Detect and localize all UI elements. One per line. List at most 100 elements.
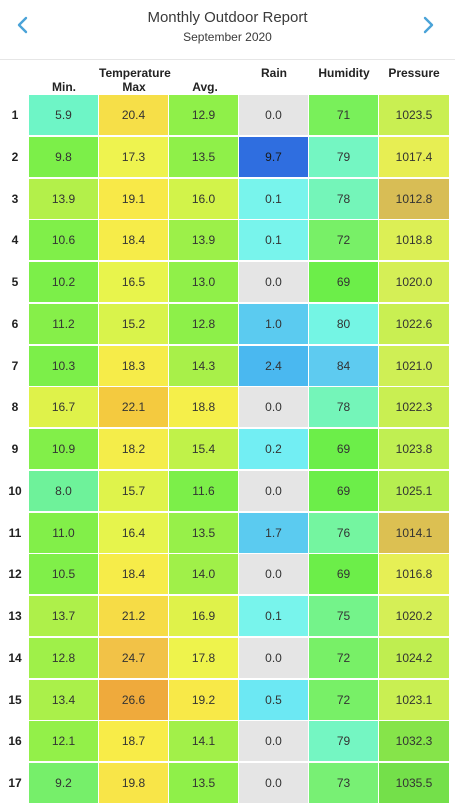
rain-column-header: Rain [260,66,287,80]
rain-cell: 0.1 [239,596,308,636]
table-row: 9 10.9 18.2 15.4 0.2 69 1023.8 [0,429,455,469]
table-row: 14 12.8 24.7 17.8 0.0 72 1024.2 [0,637,455,678]
day-label: 14 [8,650,22,665]
humidity-cell: 72 [309,679,378,720]
humidity-cell: 72 [309,220,378,261]
pressure-cell: 1022.3 [379,387,449,428]
table-row: 12 10.5 18.4 14.0 0.0 69 1016.8 [0,554,455,595]
day-label: 11 [8,525,22,540]
max-cell: 21.2 [99,596,168,636]
day-label: 7 [11,358,19,373]
max-column-header: Max [122,80,146,94]
temperature-group-header: Temperature [99,66,171,80]
avg-cell: 15.4 [169,429,238,469]
humidity-cell: 80 [309,303,378,344]
table-row: 6 11.2 15.2 12.8 1.0 80 1022.6 [0,303,455,344]
rain-cell: 0.1 [239,178,308,219]
day-label: 17 [8,776,22,790]
avg-cell: 14.0 [169,554,238,595]
min-cell: 13.7 [29,596,98,636]
day-label: 6 [11,316,19,331]
day-label: 15 [8,692,22,707]
pressure-cell: 1021.0 [379,345,449,386]
avg-cell: 13.0 [169,262,238,302]
humidity-cell: 73 [309,763,378,803]
max-cell: 18.7 [99,721,168,762]
min-cell: 10.3 [29,345,98,386]
rain-cell: 9.7 [239,136,308,177]
pressure-cell: 1023.5 [379,95,449,135]
rain-cell: 0.0 [239,470,308,511]
pressure-cell: 1017.4 [379,136,449,177]
rain-cell: 2.4 [239,345,308,386]
max-cell: 18.4 [99,554,168,595]
min-cell: 13.9 [29,178,98,219]
avg-cell: 12.8 [169,303,238,344]
rain-cell: 0.0 [239,387,308,428]
pressure-cell: 1025.1 [379,470,449,511]
table-row: 4 10.6 18.4 13.9 0.1 72 1018.8 [0,220,455,261]
day-label: 1 [11,108,19,122]
humidity-cell: 69 [309,470,378,511]
rain-cell: 1.0 [239,303,308,344]
day-label: 13 [8,609,22,623]
avg-cell: 16.0 [169,178,238,219]
rain-cell: 0.0 [239,637,308,678]
max-cell: 19.8 [99,763,168,803]
avg-cell: 11.6 [169,470,238,511]
table-row: 5 10.2 16.5 13.0 0.0 69 1020.0 [0,262,455,302]
pressure-cell: 1014.1 [379,512,449,553]
min-cell: 8.0 [29,470,98,511]
pressure-cell: 1032.3 [379,721,449,762]
header-divider [0,59,455,60]
min-cell: 9.2 [29,763,98,803]
min-cell: 10.9 [29,429,98,469]
pressure-cell: 1018.8 [379,220,449,261]
pressure-cell: 1023.1 [379,679,449,720]
min-cell: 11.0 [29,512,98,553]
avg-cell: 16.9 [169,596,238,636]
rain-cell: 0.1 [239,220,308,261]
table-row: 10 8.0 15.7 11.6 0.0 69 1025.1 [0,470,455,511]
avg-cell: 19.2 [169,679,238,720]
next-month-button[interactable] [417,14,439,36]
previous-month-button[interactable] [12,14,34,36]
min-cell: 5.9 [29,95,98,135]
rain-cell: 0.0 [239,95,308,135]
rain-cell: 0.0 [239,721,308,762]
min-column-header: Min. [52,80,76,94]
avg-cell: 13.9 [169,220,238,261]
avg-cell: 18.8 [169,387,238,428]
page-subtitle: September 2020 [183,30,272,44]
max-cell: 15.2 [99,303,168,344]
table-row: 17 9.2 19.8 13.5 0.0 73 1035.5 [0,763,455,803]
max-cell: 16.4 [99,512,168,553]
table-row: 8 16.7 22.1 18.8 0.0 78 1022.3 [0,387,455,428]
humidity-cell: 69 [309,429,378,469]
avg-cell: 12.9 [169,95,238,135]
min-cell: 10.2 [29,262,98,302]
pressure-cell: 1023.8 [379,429,449,469]
humidity-cell: 79 [309,721,378,762]
day-label: 12 [8,567,22,582]
min-cell: 10.6 [29,220,98,261]
max-cell: 18.2 [99,429,168,469]
table-row: 3 13.9 19.1 16.0 0.1 78 1012.8 [0,178,455,219]
humidity-cell: 78 [309,387,378,428]
day-label: 5 [11,275,19,289]
day-label: 8 [11,400,19,415]
column-headers: Temperature Min. Max Avg. Rain Humidity … [0,60,455,96]
avg-cell: 13.5 [169,512,238,553]
humidity-cell: 79 [309,136,378,177]
chevron-left-icon [17,16,28,34]
day-label: 4 [11,233,19,248]
report-header: Monthly Outdoor Report September 2020 [0,0,455,58]
pressure-column-header: Pressure [388,66,440,80]
min-cell: 16.7 [29,387,98,428]
min-cell: 13.4 [29,679,98,720]
pressure-cell: 1016.8 [379,554,449,595]
pressure-cell: 1020.2 [379,596,449,636]
max-cell: 18.3 [99,345,168,386]
pressure-cell: 1024.2 [379,637,449,678]
humidity-cell: 69 [309,262,378,302]
